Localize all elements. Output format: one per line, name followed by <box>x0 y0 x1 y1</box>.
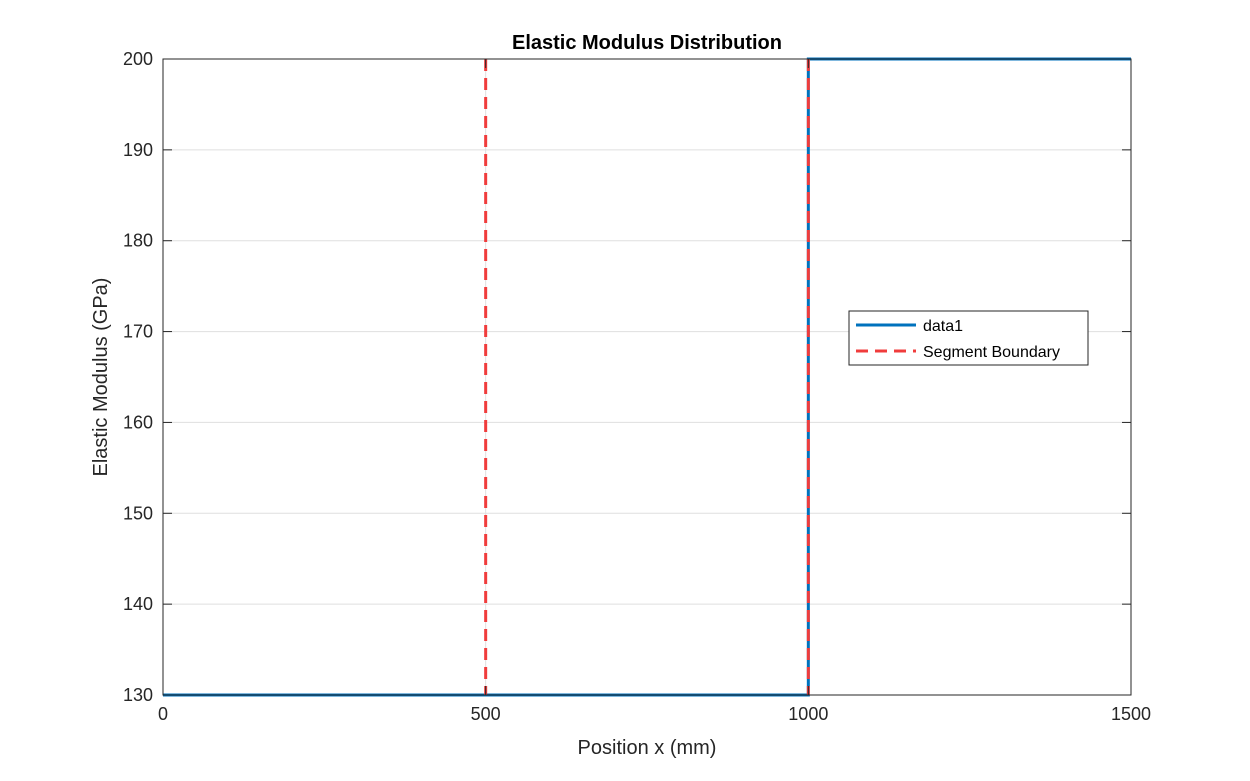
x-tick-label: 1500 <box>1111 704 1151 724</box>
y-tick-label: 130 <box>123 685 153 705</box>
legend-label-segment-boundary: Segment Boundary <box>923 344 1060 361</box>
y-tick-label: 170 <box>123 322 153 342</box>
y-tick-label: 190 <box>123 140 153 160</box>
x-tick-label: 0 <box>158 704 168 724</box>
x-tick-label: 500 <box>471 704 501 724</box>
plot-area <box>163 59 1131 695</box>
legend: data1 Segment Boundary <box>848 310 1089 366</box>
y-tick-label: 200 <box>123 49 153 69</box>
legend-box <box>848 310 1089 366</box>
x-axis-label: Position x (mm) <box>578 737 717 759</box>
y-axis-label: Elastic Modulus (GPa) <box>90 278 112 477</box>
x-tick-label: 1000 <box>788 704 828 724</box>
tick-labels: 130 140 150 160 170 180 190 200 0 500 1000 1500 <box>123 49 1151 724</box>
y-tick-label: 160 <box>123 412 153 432</box>
y-tick-label: 140 <box>123 594 153 614</box>
axis-ticks <box>162 58 1132 696</box>
legend-label-data1: data1 <box>923 318 963 335</box>
chart-title: Elastic Modulus Distribution <box>512 32 782 54</box>
plot-border <box>162 58 1132 696</box>
y-tick-label: 180 <box>123 231 153 251</box>
y-tick-label: 150 <box>123 503 153 523</box>
